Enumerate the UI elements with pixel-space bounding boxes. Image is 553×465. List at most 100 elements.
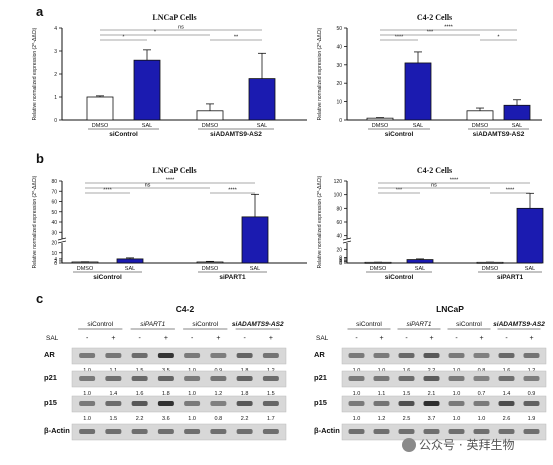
y-tick-label: 6	[339, 257, 342, 263]
y-tick-label: 4	[339, 258, 342, 264]
x-tick-label: DMSO	[202, 266, 219, 272]
blot-membrane	[341, 423, 547, 441]
blot-quant: 1.0	[478, 416, 486, 422]
blot-row-label: AR	[44, 350, 55, 359]
blot-band	[373, 401, 390, 406]
blot-band	[473, 429, 490, 434]
y-tick-label: 30	[336, 63, 342, 69]
y-tick-label: 20	[336, 81, 342, 87]
x-tick-label: DMSO	[77, 266, 94, 272]
sig-label: *	[154, 30, 157, 36]
blot-quant: 1.0	[83, 391, 91, 397]
blot-band	[105, 353, 122, 358]
blot-band	[210, 401, 227, 406]
blot-band	[157, 353, 174, 358]
blot-row-label: β-Actin	[44, 426, 70, 435]
bar-dmso	[366, 117, 394, 121]
blot-band	[210, 429, 227, 434]
y-tick-label: 50	[336, 26, 342, 32]
blot-band	[448, 353, 465, 358]
blot-band	[184, 429, 201, 434]
blot-band	[398, 429, 415, 434]
blot-band	[348, 353, 365, 358]
blot-band	[210, 376, 227, 381]
blot-band	[423, 429, 440, 434]
y-tick-label: 80	[51, 179, 57, 185]
blot-quant: 1.5	[267, 391, 275, 397]
y-tick-label: 60	[51, 200, 57, 206]
group-label: siControl	[385, 274, 414, 281]
blot-band	[184, 376, 201, 381]
blot-band	[157, 401, 174, 406]
blot-quant: 1.2	[378, 416, 386, 422]
sig-label: ns	[145, 183, 151, 189]
blot-band	[398, 376, 415, 381]
y-tick-label: 8	[339, 256, 342, 262]
blot-band	[184, 401, 201, 406]
sal-mark: -	[86, 335, 89, 342]
y-tick-label: 1	[54, 95, 57, 101]
blot-band	[348, 429, 365, 434]
blot-quant: 1.0	[353, 391, 361, 397]
y-tick-label: 10	[336, 100, 342, 106]
bar-dmso	[196, 110, 224, 121]
blot-band	[498, 401, 515, 406]
blot-band	[448, 429, 465, 434]
blot-band	[105, 401, 122, 406]
blot-band	[423, 376, 440, 381]
bar-sal	[133, 59, 161, 121]
x-tick-label: SAL	[257, 123, 267, 129]
y-tick-label: 4	[54, 257, 57, 263]
sal-mark: -	[191, 335, 194, 342]
y-axis-label: Relative normalized expression (2^-ΔΔCt)	[317, 175, 323, 268]
y-tick-label: 0	[54, 261, 57, 267]
y-tick-label: 40	[51, 220, 57, 226]
sal-mark: +	[479, 335, 483, 342]
blot-membrane	[71, 423, 287, 441]
sig-label: ****	[228, 188, 237, 194]
watermark-text: 公众号 · 英拜生物	[419, 438, 515, 452]
sig-label: ns	[178, 25, 184, 31]
y-tick-label: 4	[54, 26, 57, 32]
blot-quant: 2.2	[241, 416, 249, 422]
blot-membrane	[341, 395, 547, 413]
axis-break	[343, 239, 351, 243]
blot-quant: 0.7	[478, 391, 486, 397]
blot-quant: 1.8	[162, 391, 170, 397]
y-tick-label: 20	[336, 247, 342, 253]
sig-label: *	[497, 35, 500, 41]
blot-quant: 1.0	[188, 391, 196, 397]
blot-quant: 3.7	[428, 416, 436, 422]
sal-label: SAL	[316, 335, 329, 342]
y-tick-label: 3	[54, 49, 57, 55]
blot-band	[448, 401, 465, 406]
sig-label: ****	[103, 188, 112, 194]
chart-title: C4-2 Cells	[417, 166, 452, 175]
group-label: siADAMTS9-AS2	[210, 131, 262, 138]
sal-mark: -	[138, 335, 141, 342]
blot-quant: 2.5	[403, 416, 411, 422]
sig-label: ****	[506, 188, 515, 194]
bar-sal	[404, 62, 432, 121]
blot-band	[262, 353, 279, 358]
x-tick-label: SAL	[512, 123, 522, 129]
sig-label: ****	[444, 25, 453, 31]
blot-group-label: siADAMTS9-AS2	[493, 321, 545, 328]
blot-band	[498, 376, 515, 381]
blot-quant: 1.5	[110, 416, 118, 422]
y-tick-label: 50	[51, 210, 57, 216]
blot-quant: 1.6	[136, 391, 144, 397]
blot-band	[423, 401, 440, 406]
blot-group-label: siControl	[456, 321, 482, 328]
bar-sal	[503, 104, 531, 121]
wechat-icon	[402, 437, 416, 452]
blot-band	[157, 376, 174, 381]
blot-band	[131, 353, 148, 358]
blot-row-label: AR	[314, 350, 325, 359]
bar-sal	[516, 207, 544, 264]
blot-lncap: LNCaP siControl siPART1 siControl siADAMTS9-…	[314, 304, 547, 441]
blot-band	[79, 429, 96, 434]
blot-band	[105, 429, 122, 434]
y-axis-label: Relative normalized expression (2^-ΔΔCt)	[317, 27, 323, 120]
blot-band	[236, 401, 253, 406]
